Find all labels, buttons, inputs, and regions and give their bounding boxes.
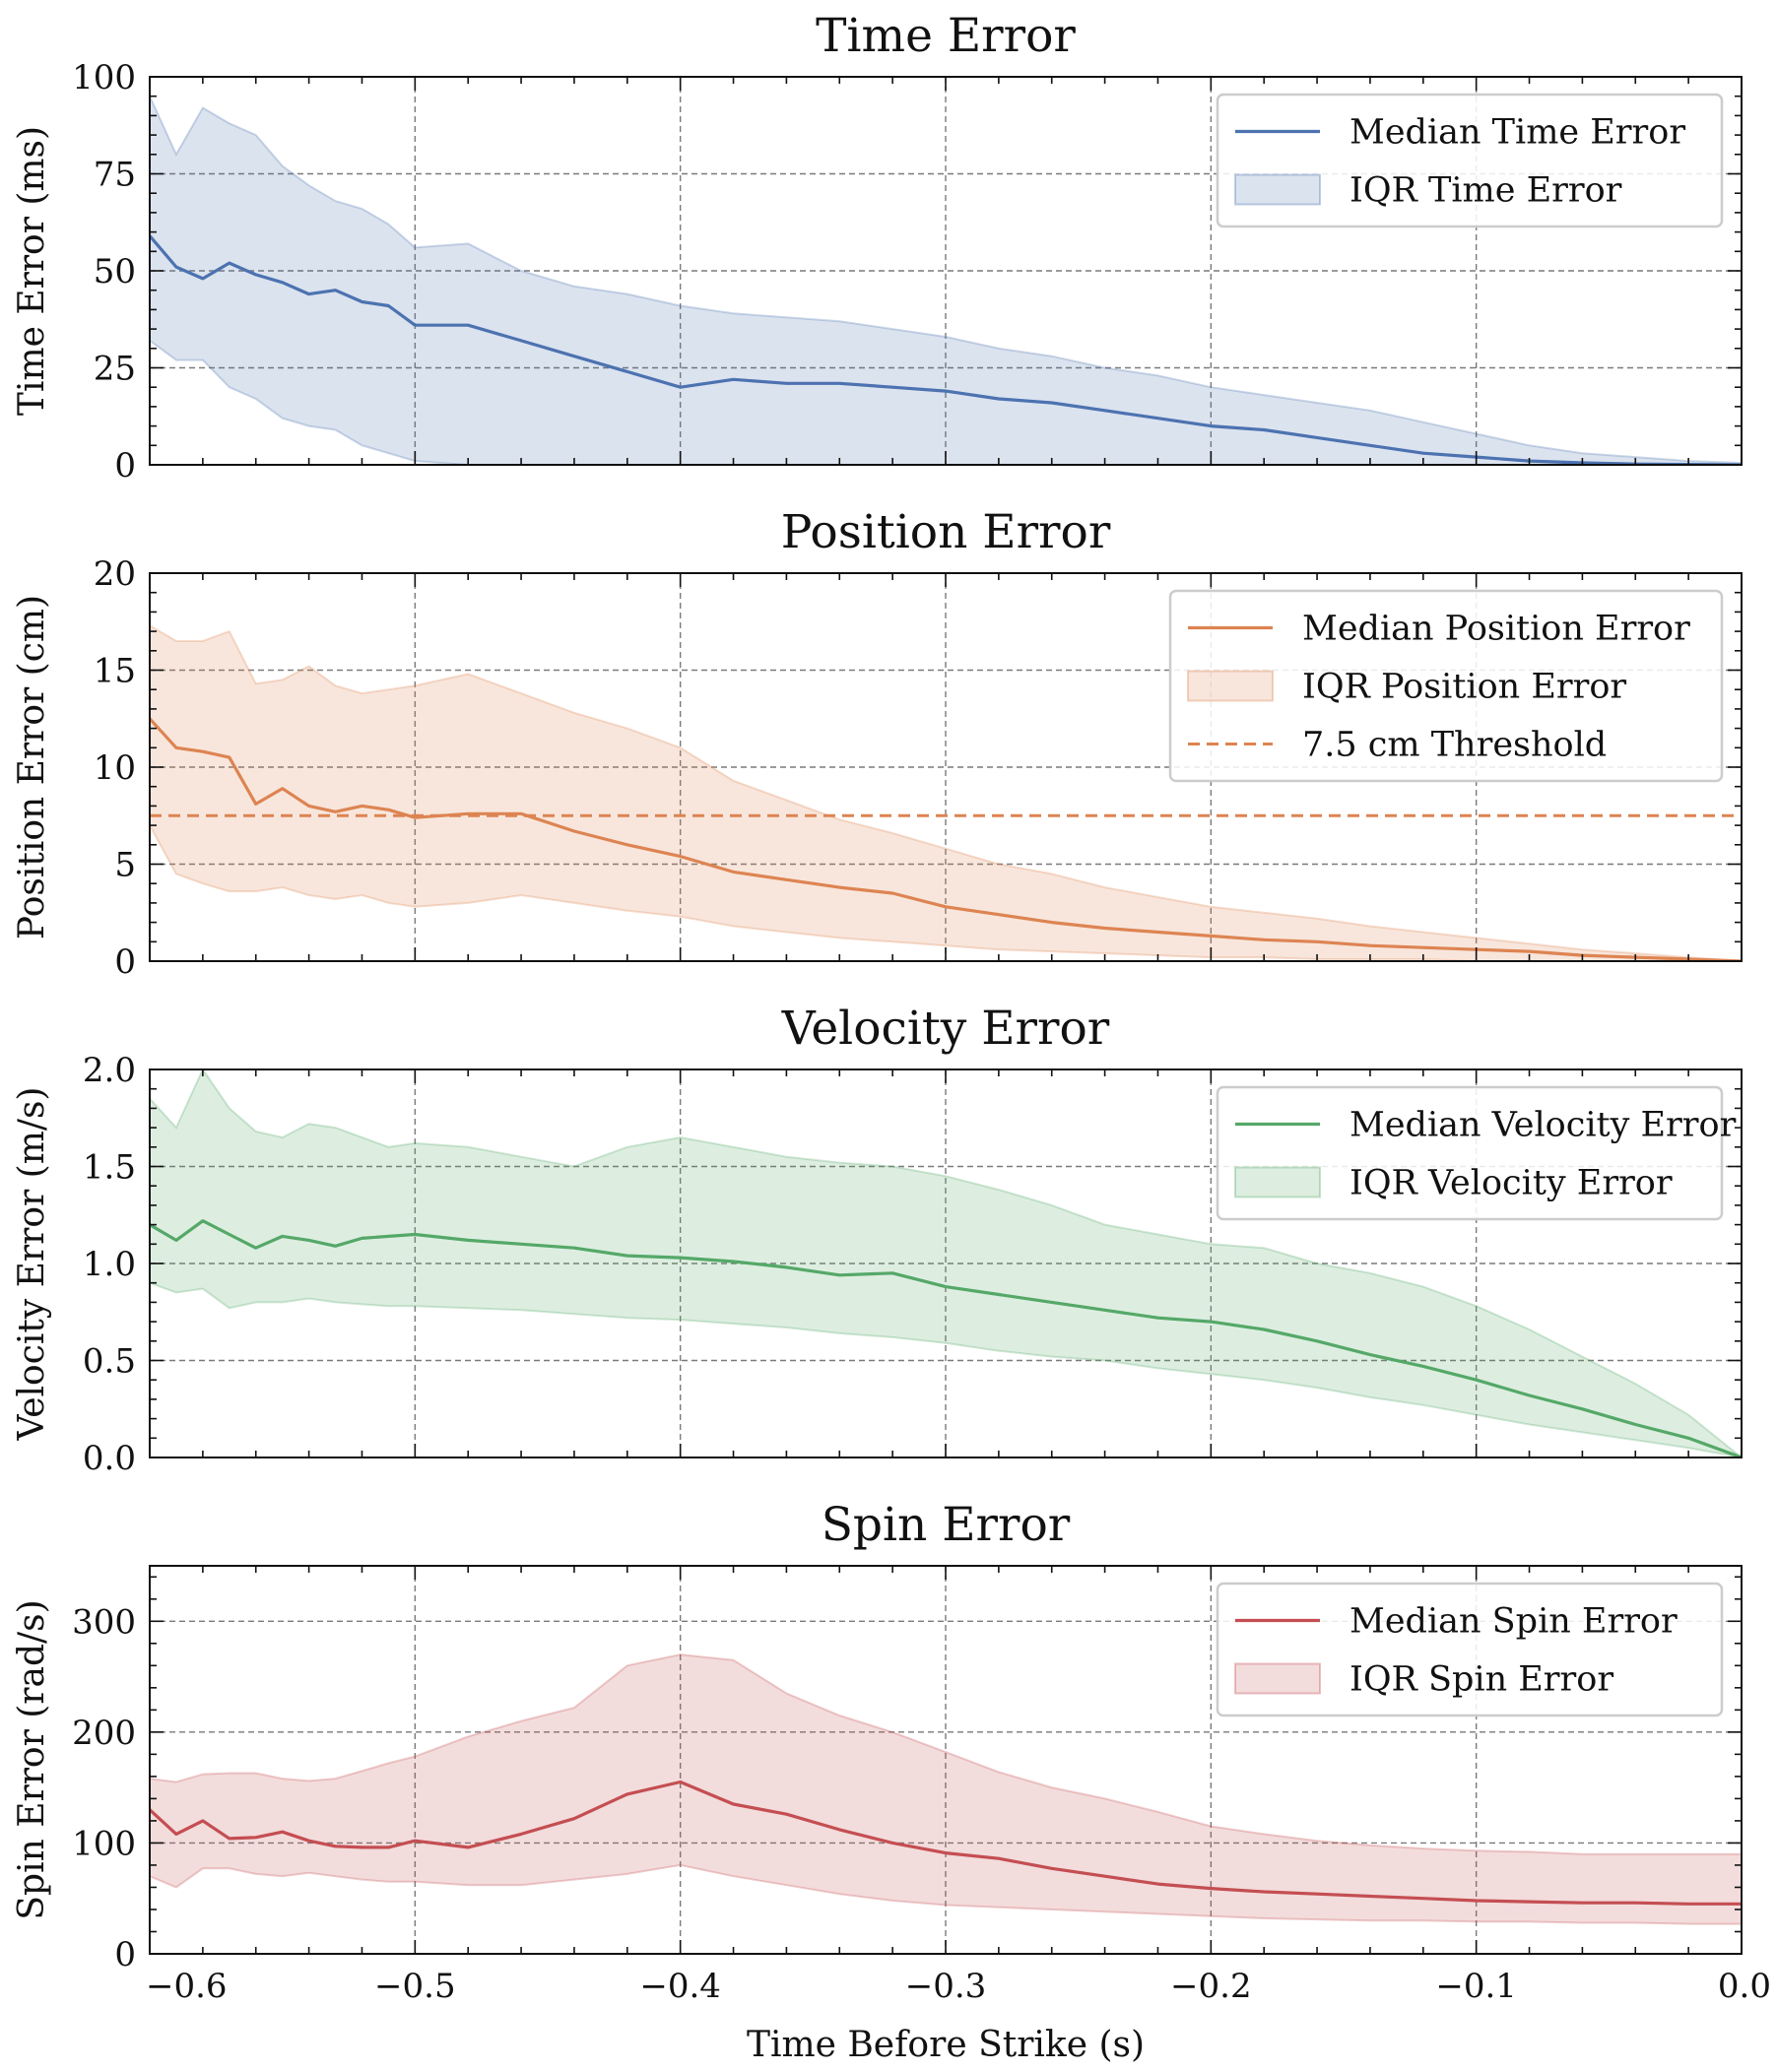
y-tick-label: 1.5 [83, 1148, 136, 1188]
legend-label: IQR Position Error [1302, 668, 1626, 707]
x-tick-label: −0.4 [639, 1967, 721, 2006]
panel-velocity-error: 0.0 0.5 1.0 1.5 2.0 Velocity Error Velocity Er… [12, 1002, 1743, 1478]
panel-spin-error: 0 100 200 300 Spin Error Spin Error (rad/s) Me… [12, 1498, 1743, 1975]
y-tick-label: 100 [72, 1824, 136, 1863]
legend-iqr-swatch [1234, 173, 1321, 206]
legend-label: IQR Spin Error [1349, 1660, 1613, 1700]
y-tick-label: 5 [114, 846, 136, 885]
y-tick-label: 75 [94, 156, 136, 195]
y-axis-label: Time Error (ms) [12, 126, 52, 416]
data-layer [150, 1653, 1742, 1925]
legend: Median Time Error IQR Time Error [1216, 93, 1724, 228]
legend: Median Velocity Error IQR Velocity Error [1216, 1085, 1737, 1221]
y-tick-label: 0.5 [83, 1342, 136, 1382]
iqr-band-position-error [150, 624, 1742, 961]
y-tick-label: 200 [72, 1714, 136, 1753]
legend-box [1216, 93, 1724, 228]
panel-title: Spin Error [822, 1498, 1071, 1552]
legend-label: 7.5 cm Threshold [1302, 726, 1607, 765]
x-tick-label: −0.2 [1170, 1967, 1252, 2006]
x-tick-label: −0.5 [374, 1967, 456, 2006]
y-tick-label: 10 [94, 748, 136, 788]
y-tick-label: 0 [114, 446, 136, 486]
x-tick-label: 0.0 [1718, 1967, 1771, 2006]
legend-iqr-swatch [1234, 1166, 1321, 1198]
y-tick-label: 0 [114, 942, 136, 982]
data-layer [150, 624, 1742, 961]
panel-time-error: 0 25 50 75 100 Time Error Time Error (ms) Media… [12, 9, 1743, 486]
legend: Median Spin Error IQR Spin Error [1216, 1582, 1724, 1717]
legend-label: Median Spin Error [1349, 1602, 1678, 1642]
legend-label: Median Time Error [1349, 113, 1685, 153]
median-line-time-error [150, 234, 1742, 465]
panel-position-error: 0 5 10 15 20 Position Error Position Error (cm… [12, 505, 1743, 982]
y-tick-label: 25 [94, 350, 136, 389]
legend-box [1168, 589, 1724, 783]
y-axis-label: Spin Error (rad/s) [12, 1599, 52, 1919]
legend-label: Median Velocity Error [1349, 1106, 1737, 1145]
x-tick-label: −0.1 [1435, 1967, 1517, 2006]
y-tick-label: 0.0 [83, 1439, 136, 1478]
legend: Median Position Error IQR Position Error 7… [1168, 589, 1724, 783]
legend-iqr-swatch [1234, 1662, 1321, 1695]
legend-label: Median Position Error [1302, 610, 1690, 649]
y-tick-label: 20 [94, 554, 136, 594]
median-line-position-error [150, 717, 1742, 961]
iqr-band-spin-error [150, 1653, 1742, 1925]
legend-iqr-swatch [1187, 670, 1274, 702]
panel-title: Velocity Error [781, 1002, 1110, 1056]
iqr-band-time-error [150, 96, 1742, 465]
data-layer [150, 1069, 1742, 1457]
y-tick-label: 2.0 [83, 1051, 136, 1090]
legend-box [1216, 1085, 1724, 1221]
panel-title: Time Error [816, 9, 1076, 63]
panel-title: Position Error [781, 505, 1111, 559]
y-tick-label: 300 [72, 1602, 136, 1642]
median-line-velocity-error [150, 1219, 1742, 1457]
legend-box [1216, 1582, 1724, 1717]
iqr-band-velocity-error [150, 1069, 1742, 1457]
y-axis-label: Velocity Error (m/s) [12, 1087, 52, 1442]
x-tick-label: −0.6 [146, 1967, 228, 2006]
median-line-spin-error [150, 1780, 1742, 1906]
x-tick-label: −0.3 [905, 1967, 987, 2006]
legend-label: IQR Time Error [1349, 171, 1622, 211]
x-axis-label: Time Before Strike (s) [747, 2025, 1145, 2065]
data-layer [150, 96, 1742, 465]
y-axis-label: Position Error (cm) [12, 595, 52, 939]
y-tick-label: 15 [94, 652, 136, 691]
y-tick-label: 50 [94, 252, 136, 291]
y-tick-label: 100 [72, 58, 136, 97]
y-tick-label: 0 [114, 1935, 136, 1975]
y-tick-label: 1.0 [83, 1245, 136, 1284]
legend-label: IQR Velocity Error [1349, 1164, 1673, 1203]
